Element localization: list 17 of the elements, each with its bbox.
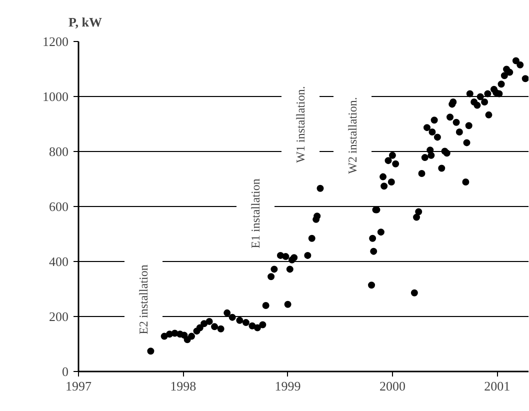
x-tick-label: 1999 <box>274 378 301 394</box>
annotation: E1 installation <box>248 178 262 248</box>
y-tick-label: 400 <box>49 254 68 269</box>
y-tick-label: 0 <box>62 364 68 379</box>
annotation: E2 installation <box>136 264 150 334</box>
y-tick-label: 200 <box>49 309 68 324</box>
y-tick-label: 600 <box>49 199 68 214</box>
y-tick-label: 1000 <box>42 89 68 104</box>
y-tick-label: 800 <box>49 144 68 159</box>
annotation: W1 installation. <box>294 86 308 163</box>
x-tick-label: 1997 <box>66 378 92 394</box>
x-tick-label: 1998 <box>170 378 196 394</box>
x-tick-label: 2000 <box>379 378 406 394</box>
x-tick-label: 2001 <box>484 378 510 394</box>
annotation: W2 installation. <box>346 97 360 174</box>
y-axis-title: P, kW <box>68 14 102 30</box>
y-tick-label: 1200 <box>42 34 68 49</box>
